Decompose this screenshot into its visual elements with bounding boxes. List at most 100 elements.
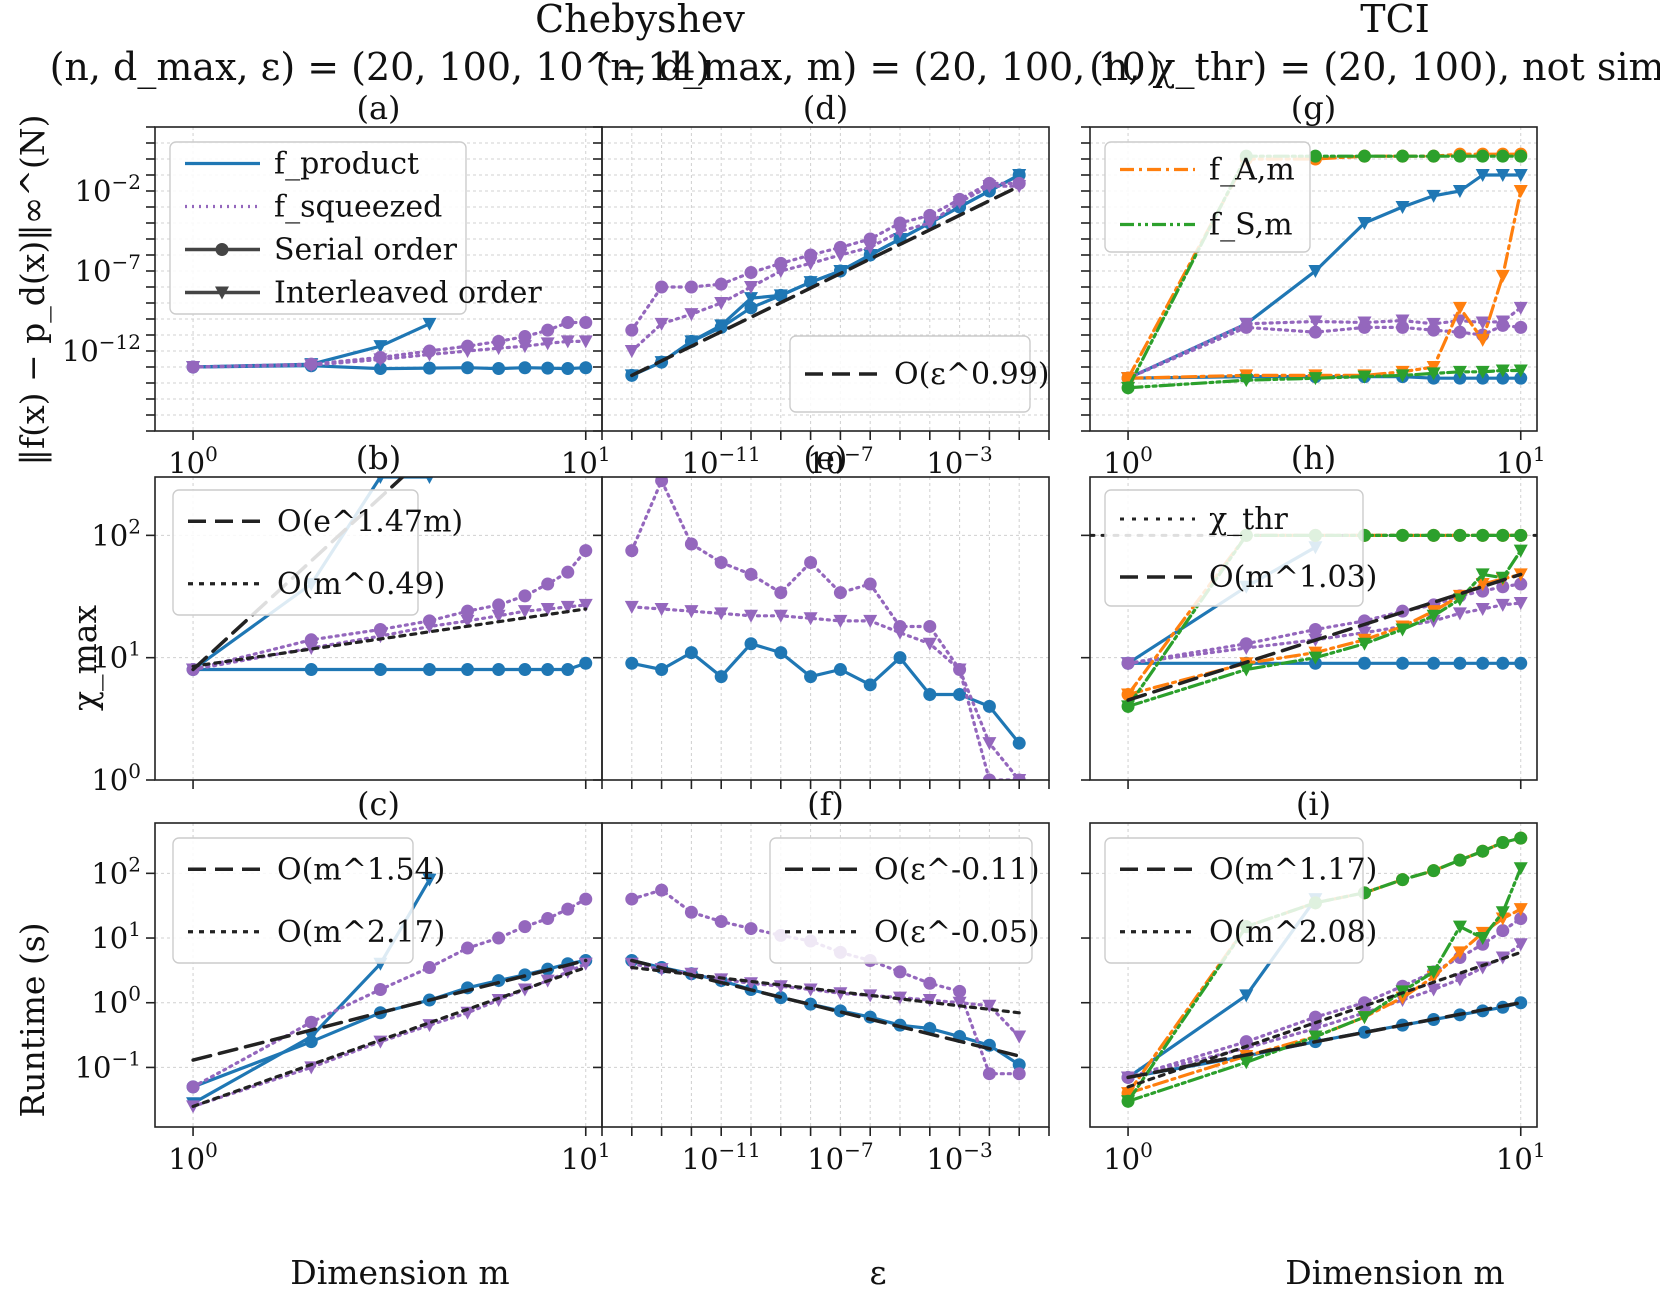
data-point-triangle: [833, 614, 848, 628]
data-point-triangle: [1475, 603, 1490, 617]
data-point-triangle: [422, 620, 437, 634]
data-point-triangle: [922, 637, 937, 651]
series-line-S-interleaved: [1126, 368, 1523, 390]
legend-label: f_S,m: [1209, 208, 1293, 243]
data-point-triangle: [1121, 700, 1136, 714]
legend-label: Interleaved order: [274, 276, 542, 311]
data-point-triangle: [1308, 265, 1323, 278]
data-point-triangle: [1452, 607, 1467, 621]
data-point-triangle: [1475, 365, 1490, 379]
x-tick-label: 10−11: [682, 1138, 761, 1176]
series-line-product-serial: [191, 661, 588, 672]
data-point-circle: [1396, 149, 1410, 163]
data-point-triangle: [1357, 626, 1372, 640]
data-point-triangle: [1513, 596, 1528, 610]
x-tick-label: 100: [168, 1138, 218, 1176]
legend-label: O(ε^0.99): [894, 357, 1049, 392]
data-point-triangle: [422, 317, 437, 331]
data-point-triangle: [186, 361, 201, 374]
data-point-circle: [492, 931, 506, 945]
data-point-circle: [1496, 149, 1510, 163]
data-point-circle: [655, 477, 669, 488]
axes-frame: [601, 822, 1050, 1128]
data-point-triangle: [952, 663, 967, 677]
data-point-triangle: [578, 335, 593, 349]
y-tick-label: 10−7: [75, 250, 141, 288]
data-point-circle: [863, 577, 877, 591]
data-point-circle: [714, 555, 728, 569]
series-line-fit-pow: [191, 607, 588, 668]
data-point-circle: [422, 663, 436, 677]
series-line-squeezed-interleaved: [1126, 306, 1523, 380]
data-point-triangle: [1475, 932, 1490, 946]
panel-h: (h)χ_thr O(m^1.03): [1081, 439, 1538, 789]
x-tick-label: 10−7: [807, 442, 873, 480]
panel-label: (c): [357, 785, 400, 823]
data-point-triangle: [373, 630, 388, 644]
data-point-circle: [982, 1067, 996, 1081]
data-point-triangle: [1012, 1030, 1027, 1044]
data-point-triangle: [1012, 774, 1027, 780]
data-point-circle: [518, 361, 532, 375]
series-line-squeezed-serial: [191, 320, 588, 369]
data-point-circle: [1496, 580, 1510, 594]
data-point-circle: [518, 330, 532, 344]
series-line-product-interleaved: [1126, 173, 1523, 380]
series-line-product-serial: [1126, 375, 1523, 380]
data-point-triangle: [460, 345, 475, 358]
data-point-triangle: [1452, 301, 1467, 315]
data-point-triangle: [1012, 180, 1027, 194]
data-point-triangle: [654, 317, 669, 331]
data-point-circle: [579, 316, 593, 330]
data-point-triangle: [517, 605, 532, 619]
data-point-circle: [1396, 873, 1410, 887]
data-point-circle: [518, 663, 532, 677]
data-point-triangle: [1121, 1095, 1136, 1109]
data-point-circle: [684, 905, 698, 919]
data-point-circle: [518, 920, 532, 934]
data-point-triangle: [1452, 365, 1467, 379]
data-point-circle: [744, 301, 758, 315]
data-point-triangle: [1426, 189, 1441, 203]
data-point-circle: [461, 361, 475, 375]
panel-f: 10−11 10−7 10−3 (f) O(ε^-0.11) O(ε^-0.05): [593, 785, 1050, 1176]
series-line-squeezed-interleaved: [191, 603, 588, 672]
data-point-circle: [579, 892, 593, 906]
data-point-triangle: [863, 989, 878, 1003]
legend-label: f_A,m: [1209, 153, 1295, 188]
data-point-circle: [655, 883, 669, 897]
y-tick-label: 10−2: [75, 170, 141, 208]
panel-d: 10−11 10−7 10−3 (d) O(ε^0.99): [593, 89, 1050, 480]
data-point-triangle: [1513, 544, 1528, 558]
data-point-circle: [804, 670, 818, 684]
data-point-triangle: [540, 337, 555, 351]
series-line-A-interleaved: [1126, 189, 1523, 380]
data-point-circle: [461, 663, 475, 677]
data-point-circle: [561, 316, 575, 330]
panel-b: 102 101 100 (b) O(e^1.47m) O(m^0.49): [91, 439, 603, 797]
data-point-circle: [744, 637, 758, 651]
data-point-triangle: [1452, 920, 1467, 934]
data-point-circle: [684, 280, 698, 294]
data-point-circle: [982, 699, 996, 713]
data-point-circle: [579, 361, 593, 375]
y-tick-label: 101: [91, 917, 141, 955]
data-point-triangle: [1395, 201, 1410, 214]
panel-label: (g): [1291, 89, 1336, 127]
data-point-triangle: [982, 180, 997, 194]
data-point-circle: [1396, 656, 1410, 670]
data-point-circle: [625, 544, 639, 558]
panel-label: (d): [803, 89, 848, 127]
header-chebyshev: Chebyshev: [535, 0, 745, 41]
ylabel-runtime: Runtime (s): [13, 922, 52, 1117]
panel-i: 100 101 (i) O(m^1.17) O(m^2.08): [1081, 785, 1546, 1176]
data-point-circle: [1514, 149, 1528, 163]
data-point-circle: [186, 1080, 200, 1094]
data-point-circle: [684, 646, 698, 660]
data-point-triangle: [982, 737, 997, 751]
data-point-circle: [744, 922, 758, 936]
series-group: [186, 316, 593, 376]
series-line-fit--0.05: [630, 965, 1021, 1015]
data-point-triangle: [833, 265, 848, 278]
data-point-circle: [1476, 656, 1490, 670]
